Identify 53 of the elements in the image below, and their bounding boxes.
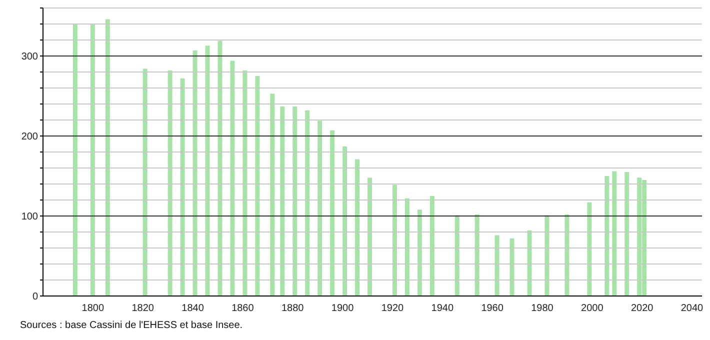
y-tick-label: 100 xyxy=(21,212,38,223)
bar xyxy=(180,78,185,296)
bar xyxy=(355,159,360,296)
bar xyxy=(105,19,110,296)
y-tick-label: 300 xyxy=(21,52,38,63)
bar xyxy=(242,70,248,296)
bar xyxy=(90,24,95,296)
bar xyxy=(612,171,617,296)
y-tick-label: 200 xyxy=(21,132,38,143)
x-tick-label: 1840 xyxy=(182,303,204,314)
bar xyxy=(305,110,310,296)
x-tick-label: 1800 xyxy=(82,303,104,314)
bar xyxy=(342,146,348,296)
x-tick-label: 1900 xyxy=(331,303,354,314)
bar xyxy=(624,172,630,296)
bar xyxy=(230,60,235,296)
bar xyxy=(604,176,610,296)
bar xyxy=(168,70,172,296)
x-tick-label: 1880 xyxy=(281,303,304,314)
bar xyxy=(318,120,322,296)
bar xyxy=(527,230,532,296)
y-tick-label: 0 xyxy=(32,292,38,303)
source-note: Sources : base Cassini de l'EHESS et base Insee. xyxy=(20,320,243,331)
bar xyxy=(218,40,222,296)
bar xyxy=(404,198,410,296)
x-tick-label: 1860 xyxy=(232,303,254,314)
x-tick-label: 1820 xyxy=(132,303,154,314)
x-tick-label: 1980 xyxy=(531,303,554,314)
bar xyxy=(510,238,514,296)
bar xyxy=(330,130,335,296)
bar xyxy=(292,106,298,296)
bar xyxy=(255,76,260,296)
bar xyxy=(142,68,148,296)
bar xyxy=(417,210,422,296)
x-tick-label: 1920 xyxy=(381,303,404,314)
x-tick-label: 2040 xyxy=(680,303,704,314)
bar xyxy=(280,106,285,296)
bar xyxy=(494,235,500,296)
bar xyxy=(270,94,275,296)
x-tick-label: 1940 xyxy=(431,303,454,314)
x-tick-label: 2000 xyxy=(581,303,604,314)
bar xyxy=(368,178,372,296)
bar xyxy=(430,196,434,296)
bar xyxy=(564,214,570,296)
bar xyxy=(587,202,592,296)
bar xyxy=(544,215,550,296)
bar xyxy=(474,214,480,296)
bar xyxy=(392,184,397,296)
x-tick-label: 2020 xyxy=(630,303,654,314)
bar xyxy=(72,24,78,296)
bar xyxy=(454,215,460,296)
x-tick-label: 1960 xyxy=(481,303,504,314)
bar xyxy=(192,50,198,296)
